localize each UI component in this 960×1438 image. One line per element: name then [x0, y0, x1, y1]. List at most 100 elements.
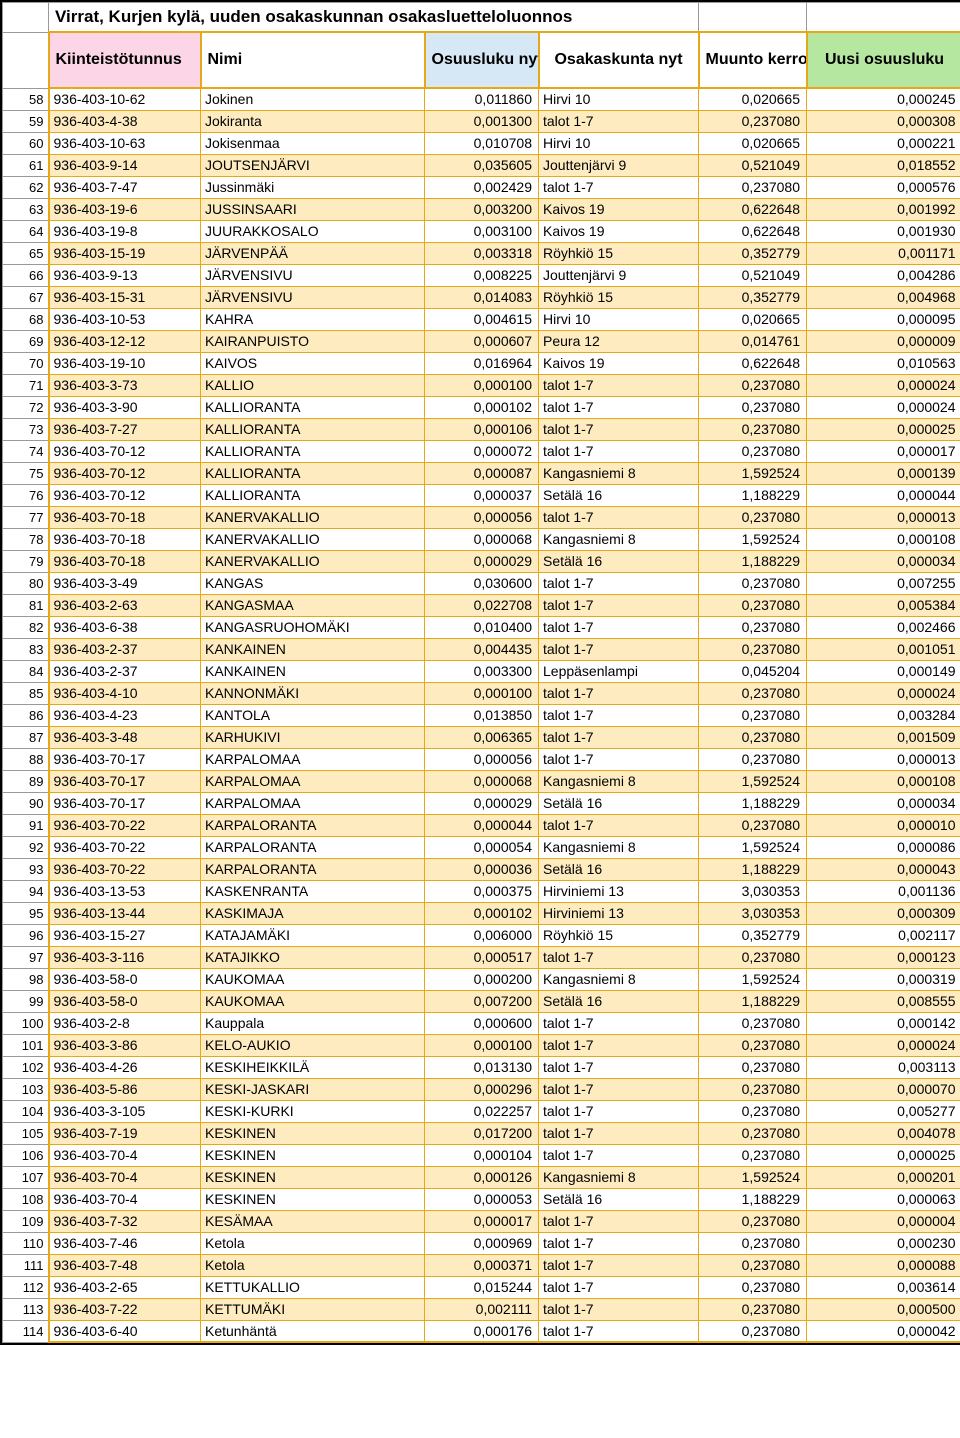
row-number: 100	[3, 1012, 49, 1034]
cell-muuntokerroin: 0,020665	[699, 132, 807, 154]
row-number: 60	[3, 132, 49, 154]
row-number: 105	[3, 1122, 49, 1144]
cell-muuntokerroin: 0,622648	[699, 220, 807, 242]
cell-osakaskunta-nyt: Setälä 16	[539, 792, 699, 814]
cell-uusi-osuusluku: 0,007255	[807, 572, 960, 594]
cell-osuusluku-nyt: 0,000072	[425, 440, 539, 462]
cell-osakaskunta-nyt: Kangasniemi 8	[539, 968, 699, 990]
cell-uusi-osuusluku: 0,000500	[807, 1298, 960, 1320]
row-number: 97	[3, 946, 49, 968]
cell-kiinteistotunnus: 936-403-13-53	[49, 880, 201, 902]
cell-kiinteistotunnus: 936-403-4-10	[49, 682, 201, 704]
table-row: 108936-403-70-4KESKINEN0,000053Setälä 16…	[3, 1188, 960, 1210]
cell-muuntokerroin: 1,188229	[699, 484, 807, 506]
cell-muuntokerroin: 0,352779	[699, 242, 807, 264]
cell-uusi-osuusluku: 0,003614	[807, 1276, 960, 1298]
cell-uusi-osuusluku: 0,000319	[807, 968, 960, 990]
cell-osuusluku-nyt: 0,000102	[425, 396, 539, 418]
cell-nimi: KESKINEN	[201, 1122, 425, 1144]
row-number: 101	[3, 1034, 49, 1056]
row-number: 112	[3, 1276, 49, 1298]
cell-osakaskunta-nyt: Kaivos 19	[539, 352, 699, 374]
cell-osakaskunta-nyt: talot 1-7	[539, 946, 699, 968]
table-row: 84936-403-2-37KANKAINEN0,003300Leppäsenl…	[3, 660, 960, 682]
cell-muuntokerroin: 3,030353	[699, 880, 807, 902]
cell-osakaskunta-nyt: Setälä 16	[539, 550, 699, 572]
table-row: 58936-403-10-62Jokinen0,011860Hirvi 100,…	[3, 88, 960, 110]
cell-uusi-osuusluku: 0,001171	[807, 242, 960, 264]
cell-osuusluku-nyt: 0,000100	[425, 682, 539, 704]
cell-osuusluku-nyt: 0,000029	[425, 792, 539, 814]
cell-uusi-osuusluku: 0,000009	[807, 330, 960, 352]
cell-muuntokerroin: 1,592524	[699, 528, 807, 550]
table-row: 69936-403-12-12KAIRANPUISTO0,000607Peura…	[3, 330, 960, 352]
cell-nimi: KANGASRUOHOMÄKI	[201, 616, 425, 638]
cell-osakaskunta-nyt: talot 1-7	[539, 1210, 699, 1232]
header-uusi-osuusluku: Uusi osuusluku	[807, 32, 960, 88]
cell-osakaskunta-nyt: talot 1-7	[539, 396, 699, 418]
row-number: 96	[3, 924, 49, 946]
cell-osuusluku-nyt: 0,010400	[425, 616, 539, 638]
table-row: 106936-403-70-4KESKINEN0,000104talot 1-7…	[3, 1144, 960, 1166]
row-number: 64	[3, 220, 49, 242]
cell-osuusluku-nyt: 0,002429	[425, 176, 539, 198]
row-number: 109	[3, 1210, 49, 1232]
header-osuusluku-nyt: Osuusluku nyt	[425, 32, 539, 88]
table-row: 77936-403-70-18KANERVAKALLIO0,000056talo…	[3, 506, 960, 528]
cell-muuntokerroin: 0,045204	[699, 660, 807, 682]
row-number: 91	[3, 814, 49, 836]
row-number: 67	[3, 286, 49, 308]
cell-muuntokerroin: 0,237080	[699, 1034, 807, 1056]
cell-osakaskunta-nyt: talot 1-7	[539, 814, 699, 836]
cell-osakaskunta-nyt: Kangasniemi 8	[539, 770, 699, 792]
cell-osuusluku-nyt: 0,000517	[425, 946, 539, 968]
row-number: 93	[3, 858, 49, 880]
cell-kiinteistotunnus: 936-403-70-18	[49, 506, 201, 528]
cell-osuusluku-nyt: 0,014083	[425, 286, 539, 308]
cell-nimi: Ketunhäntä	[201, 1320, 425, 1342]
cell-muuntokerroin: 0,352779	[699, 924, 807, 946]
cell-osakaskunta-nyt: Hirviniemi 13	[539, 902, 699, 924]
cell-kiinteistotunnus: 936-403-4-38	[49, 110, 201, 132]
cell-osuusluku-nyt: 0,017200	[425, 1122, 539, 1144]
cell-osuusluku-nyt: 0,013130	[425, 1056, 539, 1078]
cell-nimi: KARPALORANTA	[201, 858, 425, 880]
cell-osakaskunta-nyt: Kaivos 19	[539, 220, 699, 242]
table-row: 107936-403-70-4KESKINEN0,000126Kangasnie…	[3, 1166, 960, 1188]
cell-osuusluku-nyt: 0,013850	[425, 704, 539, 726]
table-row: 104936-403-3-105KESKI-KURKI0,022257talot…	[3, 1100, 960, 1122]
table-row: 110936-403-7-46Ketola0,000969talot 1-70,…	[3, 1232, 960, 1254]
cell-osakaskunta-nyt: Jouttenjärvi 9	[539, 154, 699, 176]
cell-osuusluku-nyt: 0,008225	[425, 264, 539, 286]
row-number: 65	[3, 242, 49, 264]
cell-osuusluku-nyt: 0,003100	[425, 220, 539, 242]
table-row: 101936-403-3-86KELO-AUKIO0,000100talot 1…	[3, 1034, 960, 1056]
cell-kiinteistotunnus: 936-403-3-48	[49, 726, 201, 748]
cell-osuusluku-nyt: 0,004435	[425, 638, 539, 660]
cell-uusi-osuusluku: 0,000042	[807, 1320, 960, 1342]
cell-uusi-osuusluku: 0,005384	[807, 594, 960, 616]
cell-nimi: Jussinmäki	[201, 176, 425, 198]
cell-muuntokerroin: 1,592524	[699, 462, 807, 484]
cell-muuntokerroin: 0,237080	[699, 748, 807, 770]
cell-nimi: KARPALORANTA	[201, 814, 425, 836]
cell-kiinteistotunnus: 936-403-70-17	[49, 792, 201, 814]
row-number: 95	[3, 902, 49, 924]
row-number: 86	[3, 704, 49, 726]
cell-nimi: JÄRVENPÄÄ	[201, 242, 425, 264]
cell-uusi-osuusluku: 0,000004	[807, 1210, 960, 1232]
table-row: 114936-403-6-40Ketunhäntä0,000176talot 1…	[3, 1320, 960, 1342]
row-number: 107	[3, 1166, 49, 1188]
cell-osuusluku-nyt: 0,000607	[425, 330, 539, 352]
cell-uusi-osuusluku: 0,000086	[807, 836, 960, 858]
cell-uusi-osuusluku: 0,000245	[807, 88, 960, 110]
table-row: 66936-403-9-13JÄRVENSIVU0,008225Jouttenj…	[3, 264, 960, 286]
table-row: 78936-403-70-18KANERVAKALLIO0,000068Kang…	[3, 528, 960, 550]
cell-muuntokerroin: 0,237080	[699, 814, 807, 836]
row-number: 66	[3, 264, 49, 286]
cell-uusi-osuusluku: 0,000024	[807, 374, 960, 396]
cell-osuusluku-nyt: 0,004615	[425, 308, 539, 330]
cell-nimi: KETTUKALLIO	[201, 1276, 425, 1298]
cell-osuusluku-nyt: 0,006365	[425, 726, 539, 748]
cell-nimi: KALLIORANTA	[201, 462, 425, 484]
